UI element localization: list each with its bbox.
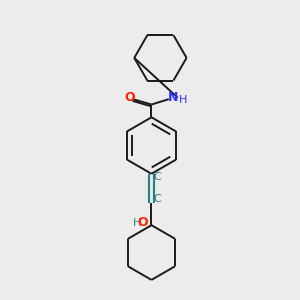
Text: N: N xyxy=(167,92,178,104)
Text: O: O xyxy=(137,216,148,229)
Text: O: O xyxy=(124,91,134,104)
Text: H: H xyxy=(178,95,187,105)
Text: C: C xyxy=(153,194,161,204)
Text: C: C xyxy=(153,172,161,182)
Text: H: H xyxy=(133,218,141,228)
